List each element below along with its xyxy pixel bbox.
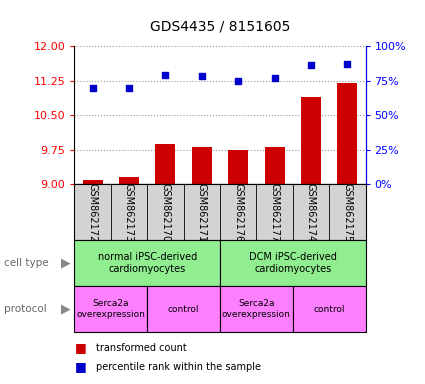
Text: GSM862170: GSM862170	[160, 183, 170, 242]
Point	[198, 73, 205, 79]
Text: ▶: ▶	[61, 303, 71, 316]
Text: Serca2a
overexpression: Serca2a overexpression	[76, 300, 145, 319]
Text: GSM862172: GSM862172	[88, 182, 98, 242]
Bar	[147, 286, 220, 332]
Bar	[228, 150, 248, 184]
Bar	[82, 180, 102, 184]
Text: GSM862174: GSM862174	[306, 183, 316, 242]
Text: GSM862176: GSM862176	[233, 183, 243, 242]
Text: cell type: cell type	[4, 258, 49, 268]
Point	[271, 75, 278, 81]
Bar	[301, 97, 321, 184]
Text: GDS4435 / 8151605: GDS4435 / 8151605	[150, 19, 290, 33]
Text: transformed count: transformed count	[96, 343, 187, 353]
Text: GSM862175: GSM862175	[342, 182, 352, 242]
Text: GSM862171: GSM862171	[197, 183, 207, 242]
Bar	[337, 83, 357, 184]
Bar	[264, 147, 284, 184]
Point	[125, 84, 132, 91]
Bar	[74, 240, 220, 286]
Point	[89, 84, 96, 91]
Text: DCM iPSC-derived
cardiomyocytes: DCM iPSC-derived cardiomyocytes	[249, 252, 337, 274]
Text: percentile rank within the sample: percentile rank within the sample	[96, 362, 261, 372]
Text: control: control	[313, 305, 345, 314]
Point	[162, 72, 169, 78]
Point	[235, 78, 241, 84]
Point	[308, 62, 314, 68]
Bar	[74, 286, 147, 332]
Text: GSM862177: GSM862177	[269, 182, 280, 242]
Text: ■: ■	[74, 341, 86, 354]
Bar	[192, 147, 212, 184]
Bar	[220, 286, 293, 332]
Text: ■: ■	[74, 360, 86, 373]
Text: GSM862173: GSM862173	[124, 183, 134, 242]
Text: Serca2a
overexpression: Serca2a overexpression	[222, 300, 291, 319]
Text: control: control	[168, 305, 199, 314]
Bar	[220, 240, 366, 286]
Bar	[156, 144, 176, 184]
Bar	[293, 286, 366, 332]
Bar	[119, 177, 139, 184]
Text: normal iPSC-derived
cardiomyocytes: normal iPSC-derived cardiomyocytes	[97, 252, 197, 274]
Point	[344, 61, 351, 67]
Text: ▶: ▶	[61, 257, 71, 270]
Text: protocol: protocol	[4, 304, 47, 314]
